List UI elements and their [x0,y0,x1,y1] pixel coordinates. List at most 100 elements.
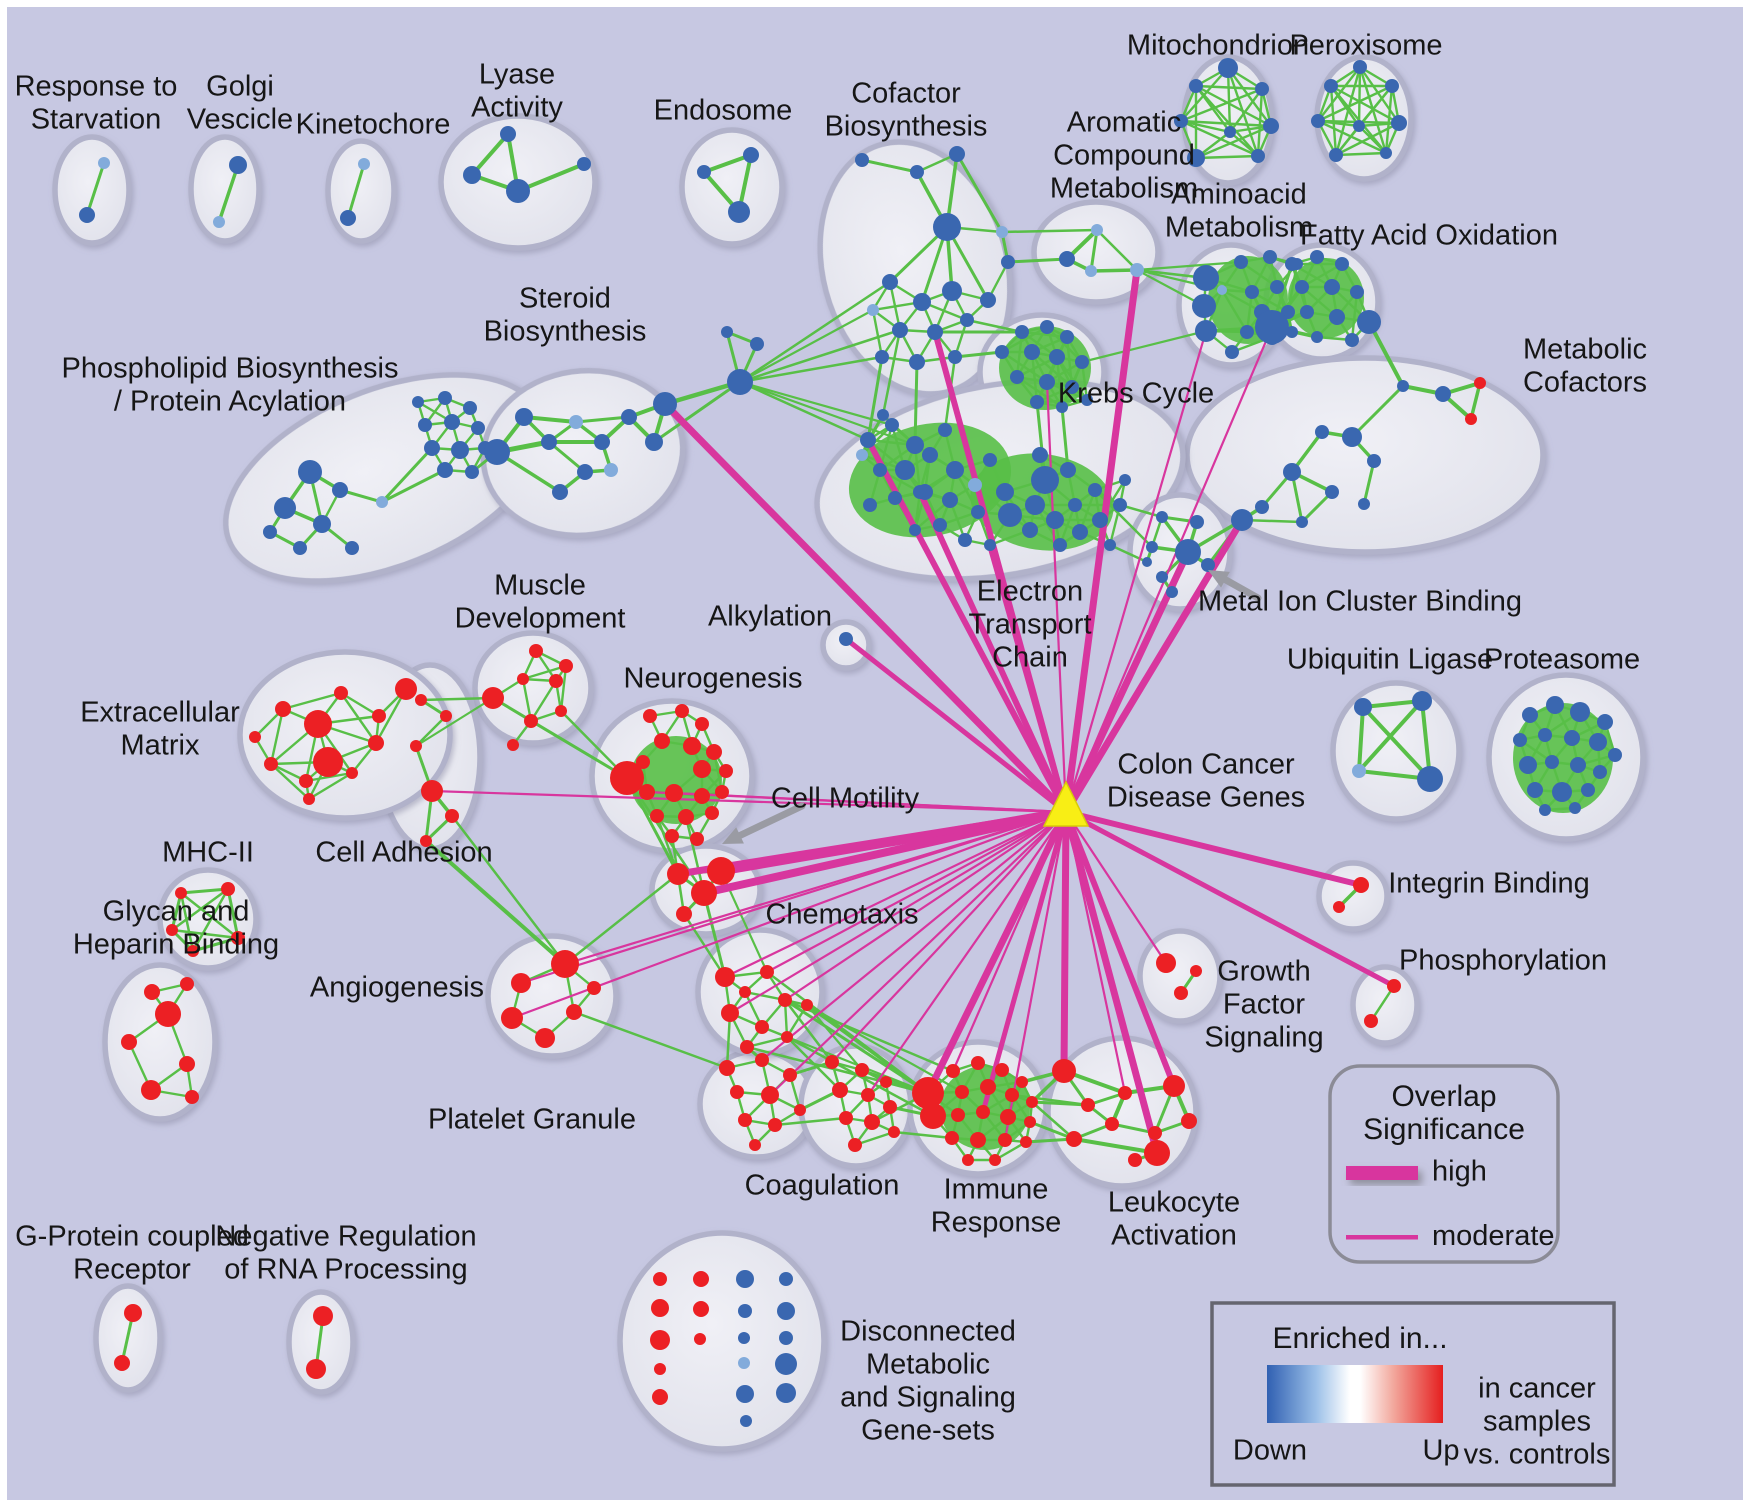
cluster-cofactor-biosynthesis-node [996,226,1008,238]
cluster-cell-adhesion-node [410,740,422,752]
cluster-leukocyte-activation-node [1105,1117,1119,1131]
cluster-metabolic-cofactors-node [1358,498,1370,510]
cluster-neurogenesis-node [675,704,689,718]
cluster-neurogenesis-node [693,760,711,778]
edge-magenta-moderate [510,810,1068,1020]
cluster-phospholipid-biosynthesis-node [345,541,359,555]
layer-nodes [79,58,1622,1427]
cluster-peroxisome-node [1324,79,1338,93]
cluster-lyase-activity-node [500,126,516,142]
cluster-immune-response-node [971,1056,985,1070]
cluster-metal-ion-cluster-binding-node [1166,586,1178,598]
cluster-phospholipid-biosynthesis-node [376,496,388,508]
edge-magenta-high [980,809,1069,1115]
cluster-negative-regulation-rna-node [306,1359,326,1379]
cluster-immune-response-node [970,1132,986,1148]
edge-green [1089,228,1099,273]
cluster-cofactor-biosynthesis-node [875,350,889,364]
edge-magenta-high [843,636,1069,815]
edge-green [1362,459,1376,506]
cluster-electron-transport-chain-node [983,453,997,467]
cluster-phospholipid-biosynthesis-node [332,482,348,498]
cluster-muscle-development-label: Muscle [494,570,586,602]
cluster-muscle-development-node [482,687,504,709]
cluster-phospholipid-biosynthesis-node [437,462,453,478]
cluster-phosphorylation-label: Phosphorylation [1399,945,1607,977]
cluster-kinetochore-label: Kinetochore [296,109,451,141]
cluster-proteasome-label: Proteasome [1484,644,1640,676]
edge-green [179,891,195,953]
edge-green [1361,705,1432,781]
cluster-cofactor-biosynthesis-node [927,324,943,340]
cluster-immune-response-node [946,1064,960,1078]
cluster-chemotaxis-node [721,1004,739,1022]
cluster-metal-ion-cluster-binding-node [1156,511,1168,523]
cluster-disconnected-gene-sets-node [736,1385,754,1403]
edge-green-link [725,1011,732,1070]
edge-magenta-moderate [672,791,1068,814]
cluster-muscle-development-node [517,673,529,685]
cluster-extracellular-matrix-node [313,747,343,777]
cluster-leukocyte-activation-node [1066,1131,1082,1147]
cluster-platelet-granule-node [749,1139,761,1151]
layer-ellipses [52,54,1646,1452]
edge-magenta-high [917,489,1069,815]
edge-green [521,677,533,723]
cluster-fatty-acid-oxidation-node [1329,309,1345,325]
cell-motility-pointer-arrow-icon [722,827,744,844]
cluster-platelet-granule-node [794,1104,806,1116]
cluster-electron-transport-chain-node [856,449,868,461]
cluster-aminoacid-metabolism-node [1286,326,1298,338]
cluster-negative-regulation-rna-label: Negative Regulation [215,1221,476,1253]
cluster-proteasome-node [1522,707,1538,723]
cluster-growth-factor-signaling-node [1174,986,1188,1000]
edge-magenta-moderate [519,810,1068,985]
disease-genes-triangle-icon [1042,780,1090,827]
cluster-krebs-cycle-node [1010,370,1024,384]
edge-magenta-moderate [1064,810,1168,965]
cluster-disconnected-gene-sets-node [653,1272,667,1286]
cluster-electron-transport-chain-node [1025,495,1045,515]
edge-green-link [419,696,495,702]
edge-green [871,308,884,359]
edge-green [170,891,183,932]
edge-green-link [424,839,567,966]
cluster-cofactor-biosynthesis-node [909,354,925,370]
edge-green-link [529,719,629,780]
cluster-proteasome-node [1539,804,1551,816]
cluster-proteasome-node [1569,802,1581,814]
cluster-angiogenesis-ellipse [485,933,619,1059]
cluster-extracellular-matrix-node [249,731,261,743]
cluster-extracellular-matrix-node [304,710,332,738]
edge-green [179,887,230,895]
cluster-disconnected-gene-sets-node [738,1357,750,1369]
high-significance-swatch [1346,1166,1418,1180]
edge-green [1300,490,1334,524]
cluster-electron-transport-chain-node [888,491,902,505]
enriched-legend-title: Enriched in... [1272,1322,1447,1355]
edge-green-link [738,308,875,384]
edge-green-link [414,696,495,748]
edge-magenta-moderate [430,789,1068,814]
cluster-integrin-binding-ellipse [1316,860,1390,932]
cluster-integrin-binding-label: Integrin Binding [1388,868,1590,900]
edge-green [1256,87,1264,158]
cluster-fatty-acid-oxidation-node [1350,285,1364,299]
cluster-alkylation-node [839,632,853,646]
cluster-kinetochore-node [340,210,356,226]
cluster-electron-transport-chain-node [860,432,876,448]
edge-green-link [1000,228,1099,234]
cluster-mhc-ii-node [221,882,235,896]
cluster-response-starvation-label: Response to [15,71,178,103]
cluster-alkylation-label: Alkylation [708,601,832,633]
cluster-neurogenesis-node [678,809,694,825]
edge-green-link [1118,503,1164,519]
cluster-leukocyte-activation-node [1163,1075,1185,1097]
cluster-electron-transport-chain-node [873,463,887,477]
cluster-krebs-cycle-node [1060,330,1074,344]
edge-green-link [738,328,902,384]
cluster-metal-ion-cluster-binding-node [1146,541,1158,553]
cluster-disconnected-gene-sets-node [650,1330,670,1350]
cluster-glycan-heparin-label: Glycan and [103,896,250,928]
cluster-lyase-activity-node [463,166,481,184]
